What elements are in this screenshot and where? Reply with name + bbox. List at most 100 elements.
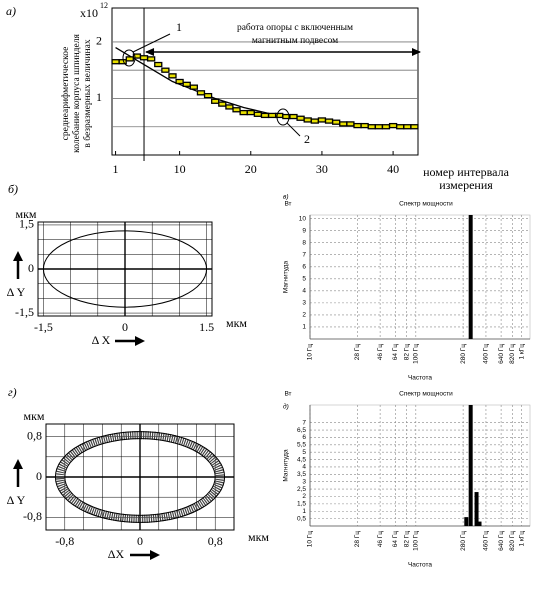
regime-label: магнитным подвесом (252, 36, 338, 46)
x-tick-label: 46 Гц (377, 344, 384, 361)
panel: 1,5 0 -1,5-1,5 0 1.5 мкм мкм Δ Y Δ X б) (7, 182, 248, 347)
chart-title: Спектр мощности (399, 201, 453, 208)
y-tick-label: 6 (302, 434, 306, 441)
data-point (403, 124, 412, 130)
x-axis-label: ΔX (108, 547, 125, 561)
y-unit: Вт (284, 201, 291, 208)
arrow-head (13, 251, 23, 261)
data-point (396, 124, 405, 130)
data-point (246, 109, 255, 116)
callout-label: 2 (304, 132, 310, 146)
data-point (225, 104, 234, 110)
y-axis-label: Магнитуда (283, 449, 290, 482)
x-tick-label: 0,8 (208, 534, 223, 548)
x-unit: мкм (226, 316, 247, 330)
y-tick-label: 2 (302, 493, 306, 500)
data-point (175, 78, 184, 85)
data-point (154, 61, 163, 68)
x-tick-label: -1,5 (34, 320, 53, 334)
x-tick-label: 280 Гц (460, 531, 467, 551)
data-point (360, 122, 369, 129)
arrow-head (150, 550, 160, 560)
y-tick-label: 5 (302, 276, 306, 283)
x-tick-label: 10 Гц (307, 531, 314, 548)
x-tick-label: 20 (245, 162, 257, 176)
x-axis-label: Частота (408, 562, 432, 569)
trajectory-ellipse (54, 431, 226, 523)
y-tick-label: 3 (302, 300, 306, 307)
x-tick-label: 460 Гц (483, 531, 490, 551)
x-tick-label: 64 Гц (392, 344, 399, 361)
y-tick-label: 10 (299, 215, 307, 222)
data-point (168, 73, 177, 79)
x-tick-label: 1 кГц (518, 531, 525, 547)
chart-title: Спектр мощности (399, 391, 453, 398)
data-point (289, 113, 298, 120)
x-tick-label: 1.5 (199, 320, 214, 334)
x-tick-label: 820 Гц (509, 344, 516, 364)
data-point (203, 92, 213, 99)
y-tick-label: 1,5 (19, 217, 34, 231)
x-tick-label: 10 (174, 162, 186, 176)
data-point (260, 112, 270, 119)
x-unit: мкм (248, 530, 269, 544)
ring-band (55, 430, 225, 524)
y-multiplier: x10 (80, 6, 98, 20)
data-point (410, 124, 419, 130)
data-point (388, 122, 398, 129)
arrow-head (412, 48, 421, 56)
x-tick-label: 1 кГц (518, 344, 525, 360)
data-point (239, 109, 248, 116)
data-point (218, 101, 227, 107)
panel-label: д) (283, 403, 289, 411)
y-axis-label: Δ Y (7, 493, 26, 507)
y-tick-label: 0,5 (297, 515, 306, 522)
panel: 0,511,522,533,544,555,566,57 10 Гц 28 Гц 46… (283, 391, 531, 569)
bar (468, 215, 473, 339)
y-unit: Вт (284, 391, 291, 398)
data-point (196, 90, 206, 96)
y-tick-label: -0,8 (23, 509, 42, 523)
data-point (232, 107, 241, 113)
data-point (346, 121, 355, 127)
trajectory-ellipse (64, 438, 216, 516)
regime-label: работа опоры с включенным (237, 22, 353, 33)
y-axis-label: колебание корпуса шпинделя (71, 34, 82, 153)
data-point (324, 118, 334, 124)
data-point (267, 112, 277, 119)
data-point (139, 55, 149, 61)
y-tick-label: 3,5 (297, 471, 306, 478)
x-axis-label: Δ X (92, 333, 111, 347)
x-tick-label: 82 Гц (403, 531, 410, 548)
x-axis-label: номер интервала (423, 165, 509, 179)
y-tick-label: 1,5 (297, 501, 306, 508)
y-tick-label: 3 (302, 478, 306, 485)
callout-leader (286, 122, 301, 137)
bar (468, 405, 473, 526)
plot-frame (111, 7, 419, 156)
x-tick-label: 28 Гц (354, 531, 361, 548)
y-axis-label: Δ Y (7, 285, 26, 299)
data-point (211, 98, 220, 104)
y-unit: мкм (15, 207, 36, 221)
data-point (353, 122, 362, 129)
arrow-head (13, 459, 23, 469)
x-axis-label: измерения (439, 178, 493, 192)
x-tick-label: 820 Гц (509, 531, 516, 551)
y-tick-label: 5 (302, 449, 306, 456)
data-point (111, 59, 120, 65)
data-point (125, 56, 134, 62)
y-multiplier-exponent: 12 (100, 1, 108, 10)
arrow-head (145, 48, 155, 56)
data-point (317, 117, 327, 123)
data-point (374, 124, 384, 130)
bar (477, 521, 482, 526)
y-tick-label: 9 (302, 227, 306, 234)
x-tick-label: 10 Гц (307, 344, 314, 361)
y-tick-label: 4 (302, 288, 306, 295)
x-tick-label: 40 (387, 162, 399, 176)
arrow-head (135, 336, 145, 346)
data-point (161, 67, 170, 73)
